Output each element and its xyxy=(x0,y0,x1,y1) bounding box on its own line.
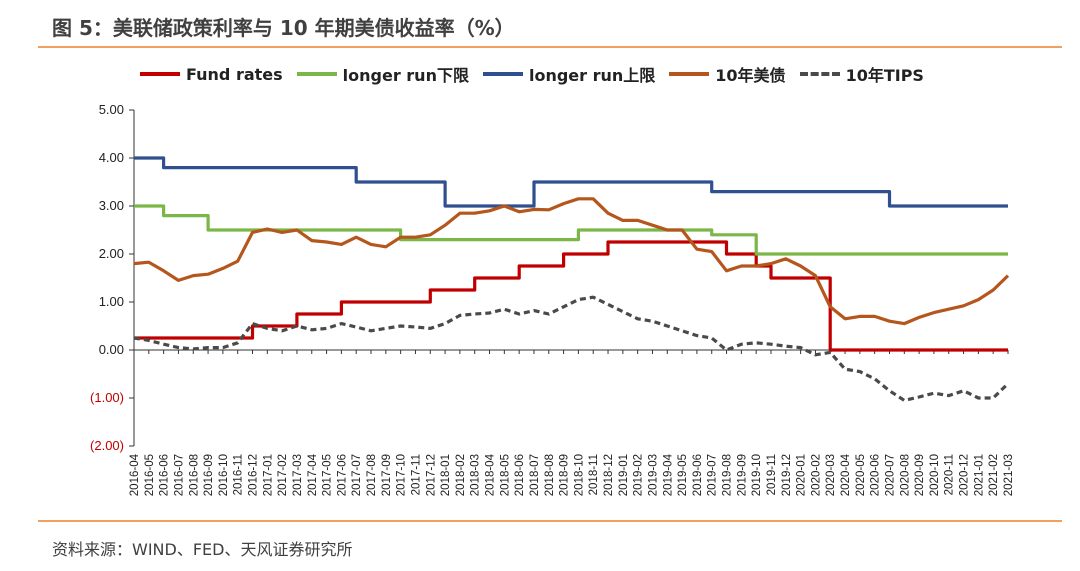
x-tick-label: 2016-08 xyxy=(188,454,200,496)
legend-item: longer run上限 xyxy=(482,62,656,86)
x-tick-label: 2016-10 xyxy=(218,454,230,496)
x-tick-label: 2020-09 xyxy=(914,454,926,496)
x-tick-label: 2020-12 xyxy=(959,454,971,496)
y-tick-label: (2.00) xyxy=(90,438,124,453)
y-tick-label: 5.00 xyxy=(99,102,124,117)
legend-swatch xyxy=(296,72,337,76)
y-tick-label: 1.00 xyxy=(99,294,124,309)
x-tick-label: 2018-09 xyxy=(559,454,571,496)
x-tick-label: 2018-04 xyxy=(485,453,497,496)
series-line xyxy=(134,240,1008,352)
title-divider xyxy=(38,46,1062,48)
x-tick-label: 2016-09 xyxy=(203,454,215,496)
x-tick-label: 2018-11 xyxy=(588,454,600,495)
x-tick-label: 2018-06 xyxy=(514,454,526,496)
x-tick-label: 2016-12 xyxy=(248,454,260,496)
legend-label: longer run上限 xyxy=(528,66,656,85)
x-tick-label: 2018-12 xyxy=(603,454,615,496)
source-note: 资料来源：WIND、FED、天风证券研究所 xyxy=(52,540,353,559)
series-line xyxy=(133,197,1010,326)
x-tick-label: 2018-08 xyxy=(544,454,556,496)
legend-swatch xyxy=(799,72,840,76)
y-tick-label: (1.00) xyxy=(90,390,124,405)
legend-swatch xyxy=(140,72,180,76)
x-tick-label: 2020-08 xyxy=(899,454,911,496)
x-tick-label: 2016-04 xyxy=(129,453,141,496)
x-tick-label: 2017-06 xyxy=(336,454,348,496)
x-tick-label: 2018-05 xyxy=(499,454,511,496)
x-tick-label: 2019-03 xyxy=(647,454,659,496)
x-tick-label: 2017-07 xyxy=(351,454,363,496)
x-tick-label: 2018-03 xyxy=(470,454,482,496)
x-tick-label: 2018-07 xyxy=(529,454,541,496)
legend-item: 10年美债 xyxy=(669,62,786,86)
x-tick-label: 2020-10 xyxy=(929,454,941,496)
x-tick-label: 2017-02 xyxy=(277,454,289,496)
x-tick-label: 2016-06 xyxy=(159,454,171,496)
x-tick-label: 2020-01 xyxy=(796,454,808,496)
x-tick-label: 2019-10 xyxy=(751,454,763,496)
x-tick-label: 2018-02 xyxy=(455,454,467,496)
x-tick-label: 2016-07 xyxy=(173,454,185,496)
x-tick-label: 2019-11 xyxy=(766,454,778,495)
x-tick-label: 2019-08 xyxy=(722,454,734,496)
x-tick-label: 2019-05 xyxy=(677,454,689,496)
x-tick-label: 2020-03 xyxy=(825,454,837,496)
legend-swatch xyxy=(482,72,523,76)
x-tick-label: 2019-07 xyxy=(707,454,719,496)
legend-label: 10年美债 xyxy=(715,66,786,85)
x-tick-label: 2020-06 xyxy=(870,454,882,496)
x-tick-label: 2019-09 xyxy=(736,454,748,496)
legend-item: Fund rates xyxy=(140,65,283,84)
series-line xyxy=(133,295,1010,402)
x-tick-label: 2016-05 xyxy=(144,454,156,496)
x-tick-label: 2017-12 xyxy=(425,454,437,496)
x-tick-label: 2019-06 xyxy=(692,454,704,496)
x-tick-label: 2017-09 xyxy=(381,454,393,496)
x-tick-label: 2020-04 xyxy=(840,453,852,496)
x-tick-label: 2021-01 xyxy=(973,454,985,496)
series-line xyxy=(134,156,1008,208)
x-tick-label: 2017-03 xyxy=(292,454,304,496)
x-tick-label: 2017-04 xyxy=(307,453,319,496)
x-tick-label: 2021-03 xyxy=(1003,454,1015,496)
legend-item: longer run下限 xyxy=(296,62,469,86)
x-tick-label: 2019-12 xyxy=(781,454,793,496)
x-tick-label: 2020-05 xyxy=(855,454,867,496)
chart-canvas: 5.00 4.00 3.00 2.00 1.00 0.00 (1.00) (2.00) 2016… xyxy=(90,102,1015,496)
x-tick-label: 2019-01 xyxy=(618,454,630,496)
y-tick-label: 0.00 xyxy=(99,342,124,357)
legend-swatch xyxy=(669,72,710,76)
legend-label: Fund rates xyxy=(186,64,283,84)
x-tick-label: 2017-08 xyxy=(366,454,378,496)
y-tick-label: 3.00 xyxy=(99,198,124,213)
legend-label: 10年TIPS xyxy=(845,66,924,85)
legend-label: longer run下限 xyxy=(342,66,469,85)
x-tick-label: 2020-07 xyxy=(884,454,896,496)
x-tick-label: 2018-01 xyxy=(440,454,452,496)
x-tick-label: 2020-11 xyxy=(944,454,956,495)
x-tick-label: 2021-02 xyxy=(988,454,1000,496)
x-tick-label: 2019-02 xyxy=(633,454,645,496)
y-tick-label: 4.00 xyxy=(99,150,124,165)
x-tick-label: 2018-10 xyxy=(573,454,585,496)
x-tick-label: 2017-05 xyxy=(322,454,334,496)
y-tick-label: 2.00 xyxy=(99,246,124,261)
chart-legend: Fund rates longer run下限 longer run上限 10年美债 1… xyxy=(140,62,924,86)
x-tick-label: 2016-11 xyxy=(233,454,245,495)
x-tick-label: 2017-10 xyxy=(396,454,408,496)
x-tick-label: 2019-04 xyxy=(662,453,674,496)
x-tick-label: 2017-01 xyxy=(262,454,274,496)
x-tick-label: 2020-02 xyxy=(810,454,822,496)
figure-title: 图 5：美联储政策利率与 10 年期美债收益率（%） xyxy=(52,16,515,40)
x-tick-label: 2017-11 xyxy=(410,454,422,495)
legend-item: 10年TIPS xyxy=(799,62,924,86)
source-divider xyxy=(38,520,1062,522)
